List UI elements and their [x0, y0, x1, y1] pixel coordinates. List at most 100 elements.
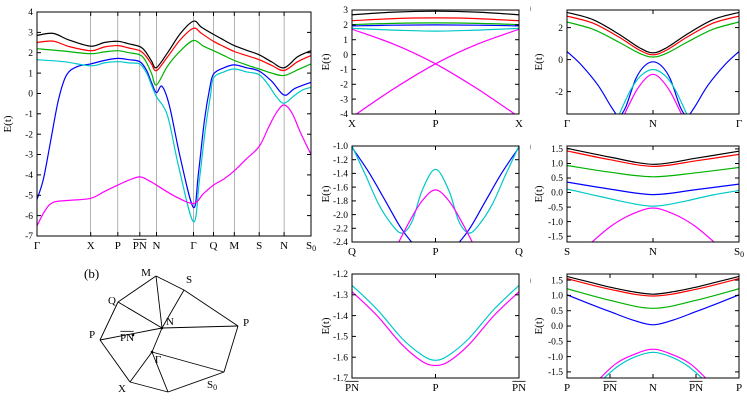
svg-text:P: P	[432, 382, 438, 394]
svg-text:PN: PN	[512, 382, 526, 394]
panel-b-brillouin-zone: M S P S0 X P Q N Γ PN	[89, 267, 249, 395]
svg-text:Γ: Γ	[34, 240, 40, 252]
svg-text:N: N	[649, 246, 657, 258]
svg-text:2: 2	[343, 21, 348, 31]
svg-text:S: S	[564, 246, 570, 258]
svg-text:S: S	[256, 240, 262, 252]
panel-f-band-structure: 2 0 -2 Γ N Γ E(t)	[531, 0, 745, 138]
svg-text:1.5: 1.5	[551, 276, 563, 286]
svg-text:Γ: Γ	[155, 354, 161, 366]
svg-text:N: N	[280, 240, 288, 252]
svg-text:-0.5: -0.5	[548, 338, 563, 348]
svg-text:-7: -7	[25, 232, 33, 242]
svg-text:X: X	[87, 240, 95, 252]
svg-text:-1.5: -1.5	[548, 368, 563, 378]
svg-text:M: M	[141, 267, 151, 279]
svg-text:-2.4: -2.4	[333, 238, 348, 248]
svg-text:-1.5: -1.5	[333, 333, 348, 343]
svg-text:0.0: 0.0	[551, 322, 563, 332]
svg-text:-1.4: -1.4	[333, 170, 348, 180]
svg-text:-4: -4	[340, 110, 348, 120]
svg-text:0.5: 0.5	[551, 174, 563, 184]
svg-text:P: P	[115, 240, 121, 252]
svg-text:E(t): E(t)	[533, 185, 545, 202]
svg-text:P: P	[736, 382, 742, 394]
svg-text:Q: Q	[515, 246, 523, 258]
svg-text:P: P	[432, 246, 438, 258]
svg-text:0: 0	[28, 90, 33, 100]
svg-text:0: 0	[343, 51, 348, 61]
svg-text:PN: PN	[133, 240, 147, 252]
svg-text:-4: -4	[25, 171, 33, 181]
svg-text:S0: S0	[306, 240, 316, 253]
svg-text:-1.5: -1.5	[548, 232, 563, 242]
svg-text:E(t): E(t)	[533, 317, 545, 334]
svg-text:-1.8: -1.8	[333, 197, 348, 207]
svg-text:-1.6: -1.6	[333, 183, 348, 193]
svg-text:-1.4: -1.4	[333, 312, 348, 322]
svg-text:Q: Q	[210, 240, 218, 252]
svg-text:0.0: 0.0	[551, 189, 563, 199]
svg-text:S: S	[186, 274, 192, 286]
panel-g-band-structure: 1.5 1.0 0.5 0.0 -0.5 -1.0 -1.5S N S0 E(t)	[531, 138, 745, 266]
svg-text:S0: S0	[734, 246, 744, 259]
svg-text:2: 2	[28, 49, 33, 59]
svg-text:PN: PN	[689, 382, 703, 394]
svg-text:-3: -3	[25, 151, 33, 161]
svg-text:1.0: 1.0	[551, 160, 563, 170]
svg-text:-2.2: -2.2	[333, 225, 348, 235]
svg-text:-1.2: -1.2	[333, 270, 348, 280]
svg-text:-1: -1	[340, 66, 348, 76]
svg-text:-2.0: -2.0	[333, 211, 348, 221]
svg-text:1.5: 1.5	[551, 145, 563, 155]
svg-text:-5: -5	[25, 192, 33, 202]
svg-text:PN: PN	[345, 382, 359, 394]
svg-text:E(t): E(t)	[533, 53, 545, 70]
panel-d-band-structure: -1.0-1.2-1.4-1.6-1.8-2.0-2.2-2.4Q P QE(t)	[318, 138, 524, 266]
svg-text:-1: -1	[25, 110, 33, 120]
svg-text:1.0: 1.0	[551, 292, 563, 302]
svg-text:3: 3	[28, 29, 33, 39]
svg-text:4: 4	[28, 8, 33, 18]
svg-text:2: 2	[558, 24, 563, 34]
svg-text:N: N	[153, 240, 161, 252]
svg-text:Q: Q	[108, 295, 116, 307]
svg-text:E(t): E(t)	[320, 53, 332, 70]
svg-text:-1.6: -1.6	[333, 353, 348, 363]
svg-text:Q: Q	[348, 246, 356, 258]
panel-e-band-structure: -1.2-1.3-1.4-1.5-1.6-1.7PN P PNE(t)	[318, 266, 526, 404]
svg-text:PN: PN	[603, 382, 617, 394]
svg-text:E(t): E(t)	[2, 115, 14, 132]
svg-text:X: X	[348, 118, 356, 130]
svg-text:E(t): E(t)	[320, 185, 332, 202]
svg-text:0: 0	[558, 56, 563, 66]
svg-text:-1.7: -1.7	[333, 374, 348, 384]
svg-text:N: N	[166, 316, 174, 328]
svg-text:Γ: Γ	[564, 118, 570, 130]
svg-text:X: X	[118, 383, 126, 395]
svg-text:Γ: Γ	[736, 118, 742, 130]
svg-text:-2: -2	[555, 88, 563, 98]
svg-text:X: X	[515, 118, 523, 130]
svg-text:-1.3: -1.3	[333, 291, 348, 301]
svg-text:-1.0: -1.0	[548, 353, 563, 363]
svg-text:-2: -2	[340, 81, 348, 91]
svg-text:N: N	[649, 118, 657, 130]
svg-text:-1.2: -1.2	[333, 156, 348, 166]
svg-text:P: P	[564, 382, 570, 394]
svg-text:E(t): E(t)	[320, 317, 332, 334]
svg-text:P: P	[89, 329, 95, 341]
svg-text:PN: PN	[120, 332, 134, 344]
svg-text:N: N	[649, 382, 657, 394]
svg-text:1: 1	[343, 36, 348, 46]
svg-text:S0: S0	[207, 379, 217, 392]
svg-text:Γ: Γ	[190, 240, 196, 252]
panel-b-label: (b)	[84, 266, 100, 281]
svg-text:1: 1	[28, 69, 33, 79]
svg-text:3: 3	[343, 6, 348, 16]
svg-text:-6: -6	[25, 212, 33, 222]
panel-h-band-structure: 1.51.00.50.0-0.5-1.0-1.5P PN N PN PE(t)	[531, 266, 745, 404]
